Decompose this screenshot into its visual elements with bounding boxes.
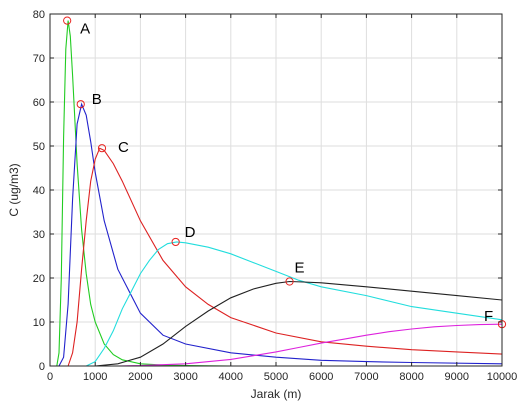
peak-label-d: D: [185, 224, 196, 241]
series-line-f: [117, 323, 503, 367]
peak-markers: A B C D E F: [63, 16, 507, 329]
peak-marker-b: [76, 100, 85, 109]
x-tick-label: 9000: [445, 371, 469, 383]
y-tick-label: 50: [33, 141, 45, 153]
peak-label-a: A: [80, 21, 90, 38]
x-tick-label: 6000: [309, 371, 333, 383]
peak-marker-a: [63, 16, 72, 25]
series-line-a: [56, 20, 502, 367]
x-axis-label: Jarak (m): [251, 387, 302, 401]
x-tick-label: 10000: [487, 371, 518, 383]
peak-marker-e: [285, 277, 294, 286]
axis-ticks: 0 1000 2000 3000 4000 5000 6000 7000 8000 9000 100…: [33, 9, 518, 383]
series-line-d: [85, 241, 503, 367]
y-tick-label: 10: [33, 317, 45, 329]
y-tick-label: 80: [33, 9, 45, 21]
y-tick-label: 70: [33, 53, 45, 65]
y-axis-label: C (ug/m3): [7, 163, 21, 216]
series-group: [56, 20, 503, 367]
y-tick-label: 40: [33, 185, 45, 197]
peak-label-c: C: [118, 139, 129, 156]
x-tick-label: 1000: [83, 371, 107, 383]
y-tick-label: 60: [33, 97, 45, 109]
y-tick-label: 0: [39, 361, 45, 373]
peak-marker-d: [171, 237, 180, 247]
peak-marker-c: [97, 144, 107, 153]
grid: [49, 13, 503, 367]
x-tick-label: 2000: [128, 371, 152, 383]
x-tick-label: 7000: [354, 371, 378, 383]
x-tick-label: 5000: [264, 371, 288, 383]
peak-label-f: F: [484, 308, 493, 325]
x-tick-label: 0: [47, 371, 53, 383]
peak-label-b: B: [92, 91, 102, 108]
y-tick-label: 30: [33, 229, 45, 241]
peak-label-e: E: [295, 260, 305, 277]
x-tick-label: 3000: [173, 371, 197, 383]
x-tick-label: 4000: [219, 371, 243, 383]
y-tick-label: 20: [33, 273, 45, 285]
series-line-c: [67, 147, 503, 367]
x-tick-label: 8000: [399, 371, 423, 383]
series-line-e: [95, 280, 503, 367]
series-line-b: [58, 102, 503, 367]
